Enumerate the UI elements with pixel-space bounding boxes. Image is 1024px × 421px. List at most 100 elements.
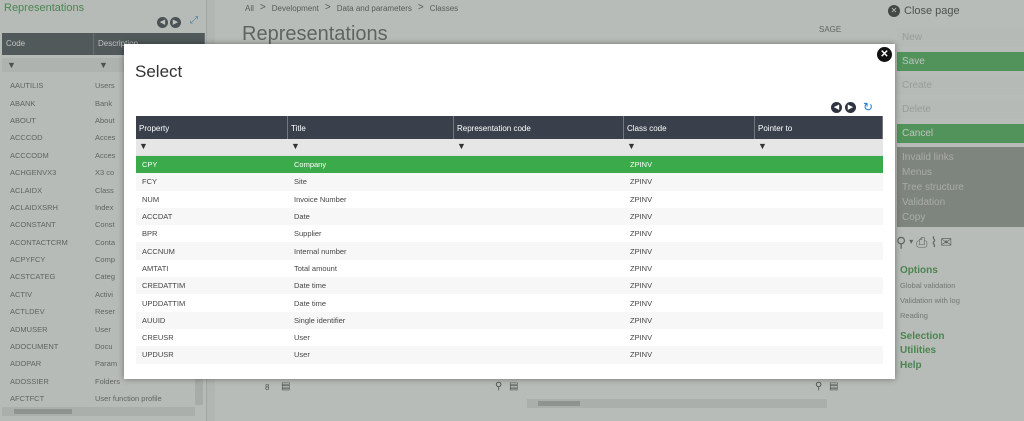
table-row[interactable]: CREDATTIM Date time ZPINV bbox=[136, 277, 883, 295]
list-item[interactable]: ACONSTANT Const bbox=[2, 216, 194, 233]
close-page-button[interactable]: ✕ Close page bbox=[888, 5, 960, 17]
grid-icon[interactable]: ▤ bbox=[281, 381, 291, 392]
list-item[interactable]: ACTIV Activi bbox=[2, 286, 194, 303]
search-icon[interactable]: ⚲ bbox=[815, 381, 823, 392]
list-item-code: ADOSSIER bbox=[10, 376, 49, 386]
filter-icon[interactable]: ▼ bbox=[627, 141, 636, 151]
filter-icon[interactable]: ▼ bbox=[139, 141, 148, 151]
filter-icon[interactable]: ▼ bbox=[291, 141, 300, 151]
table-row[interactable]: UPDUSR User ZPINV bbox=[136, 346, 883, 364]
list-item[interactable]: ACSTCATEG Categ bbox=[2, 268, 194, 285]
chevron-down-icon[interactable]: ▾ bbox=[909, 237, 914, 246]
list-item-description: Bank bbox=[95, 98, 113, 108]
list-item[interactable]: ACCCOD Acces bbox=[2, 129, 194, 146]
create-button[interactable]: Create bbox=[897, 76, 1024, 95]
filter-icon[interactable]: ▼ bbox=[7, 60, 16, 70]
list-item[interactable]: ACHGENVX3 X3 co bbox=[2, 164, 194, 181]
refresh-icon[interactable]: ↻ bbox=[863, 100, 874, 114]
toolbar: ⚲ ▾ ⎙ ⌇ ✉ bbox=[896, 234, 952, 251]
grid-icon[interactable]: ▤ bbox=[829, 381, 839, 392]
select-dialog: Select ✕ ◀ ▶ ↻ Property Title Representa… bbox=[124, 44, 895, 379]
table-row[interactable]: BPR Supplier ZPINV bbox=[136, 225, 883, 242]
column-header-title[interactable]: Title bbox=[288, 116, 454, 139]
property-cell: ACCDAT bbox=[142, 212, 173, 222]
title-cell: Site bbox=[294, 177, 307, 187]
close-icon[interactable]: ✕ bbox=[877, 47, 892, 62]
next-page-icon[interactable]: ▶ bbox=[170, 17, 181, 28]
table-row[interactable]: ACCDAT Date ZPINV bbox=[136, 207, 883, 226]
breadcrumb-item[interactable]: Classes bbox=[429, 4, 459, 13]
scrollbar-thumb[interactable] bbox=[538, 401, 580, 406]
list-item[interactable]: ACTLDEV Reser bbox=[2, 303, 194, 320]
filter-icon[interactable]: ▼ bbox=[758, 141, 767, 151]
table-row[interactable]: AMTATI Total amount ZPINV bbox=[136, 260, 883, 277]
options-heading[interactable]: Options bbox=[900, 265, 938, 276]
horizontal-scrollbar[interactable] bbox=[527, 399, 827, 408]
list-item[interactable]: ACPYFCY Comp bbox=[2, 251, 194, 268]
reading-link[interactable]: Reading bbox=[900, 311, 928, 320]
list-item-description: Index bbox=[95, 202, 114, 212]
breadcrumb-item[interactable]: All bbox=[245, 4, 254, 13]
horizontal-scrollbar[interactable] bbox=[2, 407, 195, 416]
table-row[interactable]: NUM Invoice Number ZPINV bbox=[136, 191, 883, 208]
list-item[interactable]: ADOPAR Param bbox=[2, 355, 194, 372]
save-button[interactable]: Save bbox=[897, 52, 1024, 71]
breadcrumb-item[interactable]: Development bbox=[271, 4, 319, 13]
column-header-code[interactable]: Code bbox=[2, 33, 94, 55]
attachment-icon[interactable]: ⌇ bbox=[930, 234, 938, 250]
column-header-class-code[interactable]: Class code bbox=[624, 116, 755, 139]
validation-link[interactable]: Validation bbox=[902, 197, 946, 208]
column-header-pointer-to[interactable]: Pointer to bbox=[755, 116, 883, 139]
list-item[interactable]: ABOUT About bbox=[2, 112, 194, 129]
list-item[interactable]: ADOCUMENT Docu bbox=[2, 338, 194, 355]
filter-icon[interactable]: ▼ bbox=[457, 141, 466, 151]
table-row[interactable]: CREUSR User ZPINV bbox=[136, 329, 883, 346]
breadcrumb-item[interactable]: Data and parameters bbox=[336, 4, 412, 13]
column-header-representation-code[interactable]: Representation code bbox=[454, 116, 624, 139]
scrollbar-thumb[interactable] bbox=[14, 409, 72, 414]
table-row[interactable]: AUUID Single identifier ZPINV bbox=[136, 311, 883, 329]
prev-page-icon[interactable]: ◀ bbox=[831, 101, 842, 113]
class-code-cell: ZPINV bbox=[630, 246, 653, 256]
next-page-icon[interactable]: ▶ bbox=[845, 101, 856, 113]
table-row[interactable]: ACCNUM Internal number ZPINV bbox=[136, 242, 883, 260]
new-button[interactable]: New bbox=[897, 28, 1024, 47]
list-item-description: Folders bbox=[95, 376, 121, 386]
list-item[interactable]: AAUTILIS Users bbox=[2, 77, 194, 94]
list-item[interactable]: ACLAIDX Class bbox=[2, 181, 194, 198]
expand-icon[interactable]: ⤢ bbox=[190, 15, 198, 26]
list-item[interactable]: ACONTACTCRM Conta bbox=[2, 234, 194, 251]
list-item-description: Reser bbox=[95, 307, 116, 317]
list-item-description: Acces bbox=[95, 133, 116, 143]
tree-structure-link[interactable]: Tree structure bbox=[902, 182, 964, 193]
help-heading[interactable]: Help bbox=[900, 360, 922, 371]
cancel-button[interactable]: Cancel bbox=[897, 124, 1024, 143]
invalid-links-link[interactable]: Invalid links bbox=[902, 152, 954, 163]
search-icon[interactable]: ⚲ bbox=[495, 381, 503, 392]
table-row[interactable]: FCY Site ZPINV bbox=[136, 173, 883, 191]
list-item[interactable]: ABANK Bank bbox=[2, 94, 194, 111]
user-icon[interactable]: ⚲ bbox=[896, 234, 907, 250]
list-item-description: Acces bbox=[95, 150, 116, 160]
global-validation-link[interactable]: Global validation bbox=[900, 281, 956, 290]
comment-icon[interactable]: ✉ bbox=[940, 234, 953, 250]
utilities-heading[interactable]: Utilities bbox=[900, 345, 937, 356]
list-item[interactable]: ADMUSER User bbox=[2, 320, 194, 337]
table-row[interactable]: UPDDATTIM Date time ZPINV bbox=[136, 294, 883, 311]
list-item[interactable]: ADOSSIER Folders bbox=[2, 373, 194, 390]
prev-page-icon[interactable]: ◀ bbox=[157, 17, 168, 28]
table-row-selected[interactable]: CPY Company ZPINV bbox=[136, 156, 883, 174]
print-icon[interactable]: ⎙ bbox=[916, 234, 928, 250]
list-item[interactable]: ACCCODM Acces bbox=[2, 147, 194, 164]
list-item[interactable]: ACLAIDXSRH Index bbox=[2, 199, 194, 216]
list-item[interactable]: AFCTFCT User function profile bbox=[2, 390, 194, 407]
column-header-property[interactable]: Property bbox=[136, 116, 288, 139]
grid-icon[interactable]: ▤ bbox=[509, 381, 519, 392]
list-item-description: About bbox=[95, 115, 115, 125]
menus-link[interactable]: Menus bbox=[902, 167, 933, 178]
selection-heading[interactable]: Selection bbox=[900, 331, 945, 342]
filter-icon[interactable]: ▼ bbox=[99, 60, 108, 70]
validation-with-log-link[interactable]: Validation with log bbox=[900, 296, 960, 305]
delete-button[interactable]: Delete bbox=[897, 100, 1024, 119]
copy-link[interactable]: Copy bbox=[902, 212, 926, 223]
